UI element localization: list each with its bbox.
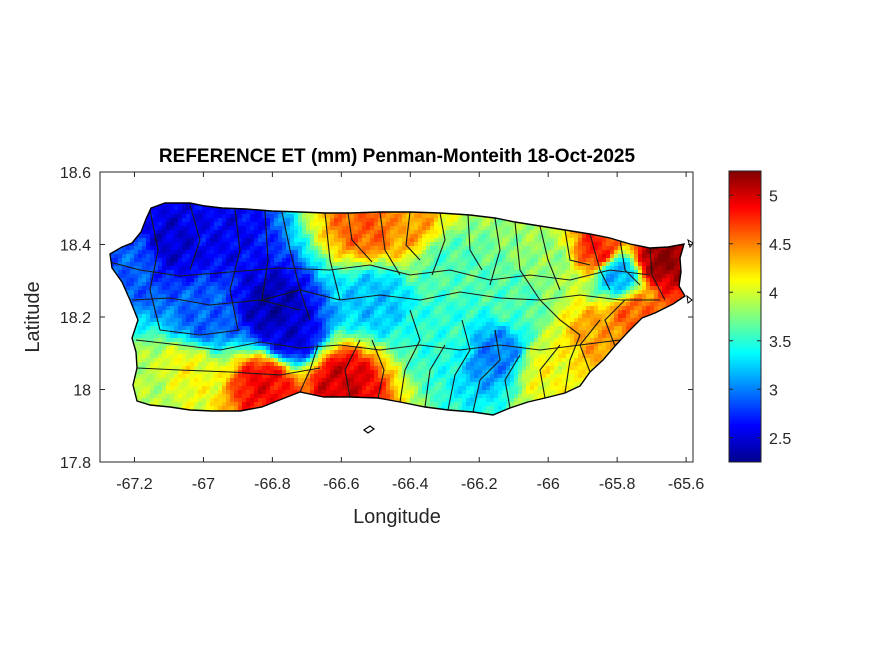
x-axis: -67.2 -67 -66.8 -66.6 -66.4 -66.2 -66 -65.8 -65.… — [116, 172, 704, 493]
colorbar-tick-label: 5 — [769, 188, 778, 205]
chart-title: REFERENCE ET (mm) Penman-Monteith 18-Oct… — [159, 146, 636, 167]
y-tick-label: 18 — [73, 383, 91, 400]
x-tick-label: -67 — [192, 476, 215, 493]
y-axis: 17.8 18 18.2 18.4 18.6 — [60, 165, 693, 472]
island-outline — [109, 202, 686, 416]
x-tick-label: -66.6 — [323, 476, 360, 493]
y-tick-label: 18.6 — [60, 165, 91, 182]
x-axis-label: Longitude — [353, 506, 441, 528]
x-tick-label: -66 — [537, 476, 560, 493]
colorbar-tick-label: 2.5 — [769, 431, 791, 448]
y-axis-label: Latitude — [22, 281, 44, 352]
y-tick-label: 17.8 — [60, 455, 91, 472]
y-tick-label: 18.4 — [60, 238, 91, 255]
colorbar — [728, 170, 762, 463]
municipality-boundaries — [110, 204, 666, 413]
x-tick-label: -66.8 — [254, 476, 291, 493]
colorbar-tick-label: 4 — [769, 285, 778, 302]
x-tick-label: -66.2 — [461, 476, 498, 493]
colorbar-tick-label: 4.5 — [769, 237, 791, 254]
x-tick-label: -65.8 — [599, 476, 636, 493]
y-tick-label: 18.2 — [60, 310, 91, 327]
x-tick-label: -65.6 — [668, 476, 705, 493]
colorbar-tick-label: 3.5 — [769, 334, 791, 351]
colorbar-ticks: 2.5 3 3.5 4 4.5 5 — [729, 188, 791, 448]
x-tick-label: -67.2 — [116, 476, 153, 493]
colorbar-tick-label: 3 — [769, 382, 778, 399]
x-tick-label: -66.4 — [392, 476, 429, 493]
